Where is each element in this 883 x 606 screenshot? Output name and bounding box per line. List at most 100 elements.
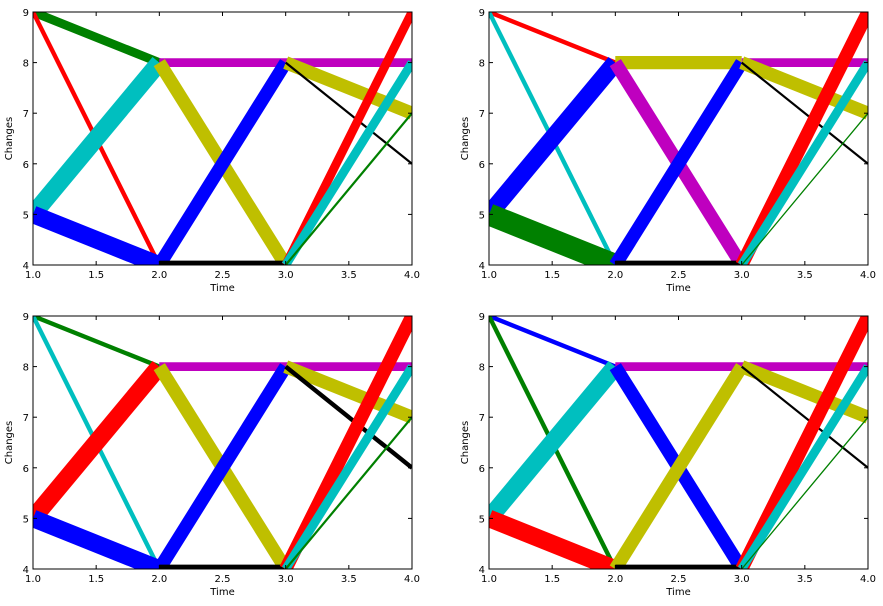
x-tick-label: 1.0: [25, 270, 41, 281]
y-tick-label: 7: [23, 413, 29, 424]
x-tick-label: 3.5: [797, 574, 813, 585]
series-line-10: [285, 61, 412, 165]
series-line-7: [609, 59, 748, 265]
x-tick-label: 2.0: [607, 574, 623, 585]
series-line-13: [737, 60, 868, 265]
x-tick-label: 4.0: [404, 270, 420, 281]
series-group: [489, 12, 868, 265]
x-tick-label: 4.0: [860, 574, 876, 585]
series-line-13: [284, 112, 412, 265]
x-tick-label: 2.0: [151, 270, 167, 281]
y-axis-label: Changes: [460, 117, 471, 161]
x-tick-label: 2.0: [151, 574, 167, 585]
series-line-3: [33, 56, 167, 221]
y-tick-label: 8: [23, 363, 29, 374]
x-tick-label: 2.0: [607, 270, 623, 281]
y-tick-label: 6: [23, 464, 29, 475]
y-tick-label: 5: [479, 514, 485, 525]
series-line-9: [739, 360, 868, 424]
y-tick-label: 4: [479, 565, 485, 576]
chart-panel-2: 1.0 1.5 2.0 2.5 3.0 3.5 4.0 4 5 6 7 8 9 Time Changes: [460, 8, 876, 294]
series-line-11: [279, 316, 412, 569]
y-tick-label: 4: [23, 565, 29, 576]
series-line-10: [284, 364, 412, 470]
series-line-7: [153, 59, 292, 265]
series-line-11: [735, 316, 868, 569]
x-tick-label: 3.0: [734, 270, 750, 281]
y-tick-label: 6: [479, 464, 485, 475]
series-line-3: [33, 360, 167, 525]
series-line-1: [33, 12, 161, 67]
y-tick-label: 4: [479, 261, 485, 272]
chart-panel-3: 1.0 1.5 2.0 2.5 3.0 3.5 4.0 4 5 6 7 8 9 Time Changes: [4, 312, 420, 598]
y-axis-label: Changes: [4, 421, 15, 465]
x-tick-label: 2.5: [671, 574, 687, 585]
series-line-10: [741, 365, 868, 469]
y-tick-label: 7: [23, 109, 29, 120]
series-line-3: [489, 360, 623, 525]
series-line-1: [489, 12, 617, 65]
series-line-12: [735, 12, 868, 265]
series-line-12: [281, 60, 412, 265]
y-tick-label: 4: [23, 261, 29, 272]
y-tick-label: 7: [479, 413, 485, 424]
x-tick-label: 3.5: [341, 574, 357, 585]
series-line-1: [33, 316, 161, 369]
y-tick-label: 9: [479, 8, 485, 19]
series-group: [33, 12, 412, 265]
y-tick-label: 5: [479, 210, 485, 221]
y-axis-label: Changes: [460, 421, 471, 465]
series-line-4: [33, 206, 163, 265]
x-axis-label: Time: [209, 283, 234, 294]
x-axis-label: Time: [665, 283, 690, 294]
x-tick-label: 1.0: [481, 574, 497, 585]
series-group: [489, 316, 868, 569]
x-tick-label: 2.5: [215, 574, 231, 585]
y-tick-label: 8: [23, 59, 29, 70]
x-tick-label: 1.0: [25, 574, 41, 585]
y-tick-label: 9: [23, 312, 29, 323]
x-tick-label: 1.5: [88, 270, 104, 281]
x-tick-label: 1.5: [88, 574, 104, 585]
x-tick-label: 1.5: [544, 574, 560, 585]
series-line-13: [741, 416, 868, 569]
y-tick-label: 6: [23, 160, 29, 171]
series-group: [33, 316, 412, 569]
y-tick-label: 6: [479, 160, 485, 171]
series-line-9: [283, 360, 412, 424]
series-line-3: [489, 56, 623, 221]
x-tick-label: 3.5: [341, 270, 357, 281]
y-tick-label: 8: [479, 363, 485, 374]
series-line-12: [737, 364, 868, 569]
series-line-11: [741, 61, 868, 165]
x-tick-label: 4.0: [860, 270, 876, 281]
series-line-7: [609, 363, 748, 569]
series-line-12: [281, 364, 412, 569]
x-tick-label: 3.0: [734, 574, 750, 585]
series-line-4: [33, 510, 163, 569]
y-tick-label: 8: [479, 59, 485, 70]
chart-panel-1: 1.0 1.5 2.0 2.5 3.0 3.5 4.0 4 5 6 7 8 9 Time Changes: [4, 8, 420, 294]
y-tick-label: 9: [479, 312, 485, 323]
series-line-13: [284, 416, 412, 569]
y-tick-label: 9: [23, 8, 29, 19]
x-tick-label: 1.5: [544, 270, 560, 281]
y-axis-label: Changes: [4, 117, 15, 161]
x-tick-label: 1.0: [481, 270, 497, 281]
series-line-9: [283, 56, 412, 120]
x-tick-label: 4.0: [404, 574, 420, 585]
series-line-11: [281, 12, 412, 265]
x-axis-label: Time: [665, 587, 690, 598]
y-tick-label: 5: [23, 210, 29, 221]
x-tick-label: 2.5: [215, 270, 231, 281]
y-tick-label: 7: [479, 109, 485, 120]
series-line-4: [489, 204, 620, 265]
series-line-4: [489, 510, 619, 569]
series-line-14: [741, 112, 868, 265]
chart-panel-4: 1.0 1.5 2.0 2.5 3.0 3.5 4.0 4 5 6 7 8 9 Time Changes: [460, 312, 876, 598]
x-tick-label: 2.5: [671, 270, 687, 281]
x-axis-label: Time: [209, 587, 234, 598]
series-line-1: [489, 316, 617, 369]
x-tick-label: 3.0: [278, 574, 294, 585]
